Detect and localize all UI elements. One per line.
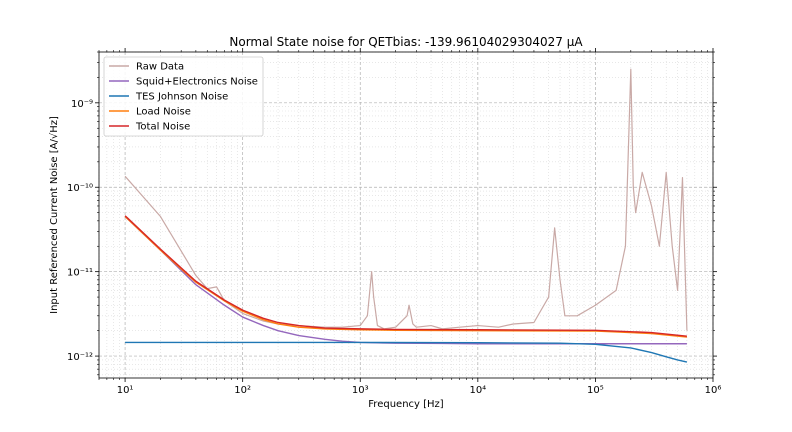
series-line-load-noise bbox=[124, 216, 687, 338]
legend-label: TES Johnson Noise bbox=[135, 92, 228, 103]
legend-label: Load Noise bbox=[136, 107, 191, 118]
y-tick-label: 10⁻¹² bbox=[67, 352, 93, 363]
series-line-tes-johnson-noise bbox=[125, 341, 688, 363]
y-tick-label: 10⁻¹¹ bbox=[67, 268, 93, 279]
series-line-squid-electronics-noise bbox=[124, 216, 687, 345]
x-tick-label: 10¹ bbox=[117, 385, 134, 396]
axis-ticks: 10¹ 10² 10³ 10⁴ 10⁵ 10⁶ 10⁻¹² 10⁻¹¹ 10⁻¹⁰ 10⁻⁹ bbox=[67, 48, 721, 396]
x-axis-title: Frequency [Hz] bbox=[368, 399, 444, 410]
series-line-total-noise bbox=[124, 215, 687, 337]
legend-label: Squid+Electronics Noise bbox=[136, 77, 258, 88]
legend: Raw Data Squid+Electronics Noise TES Johns… bbox=[103, 56, 264, 137]
x-tick-label: 10⁴ bbox=[469, 385, 486, 396]
plot-frame bbox=[98, 51, 714, 379]
series-layer bbox=[124, 68, 688, 363]
chart-title: Normal State noise for QETbias: -139.961… bbox=[229, 35, 583, 49]
x-tick-label: 10² bbox=[234, 385, 251, 396]
legend-box bbox=[103, 56, 264, 137]
legend-label: Total Noise bbox=[135, 122, 190, 133]
legend-label: Raw Data bbox=[136, 62, 184, 73]
x-tick-label: 10³ bbox=[352, 385, 369, 396]
y-tick-label: 10⁻⁹ bbox=[71, 99, 93, 110]
y-tick-label: 10⁻¹⁰ bbox=[67, 183, 93, 194]
x-tick-label: 10⁵ bbox=[587, 385, 604, 396]
y-axis-title: Input Referenced Current Noise [A/√Hz] bbox=[49, 116, 60, 314]
x-tick-label: 10⁶ bbox=[705, 385, 722, 396]
